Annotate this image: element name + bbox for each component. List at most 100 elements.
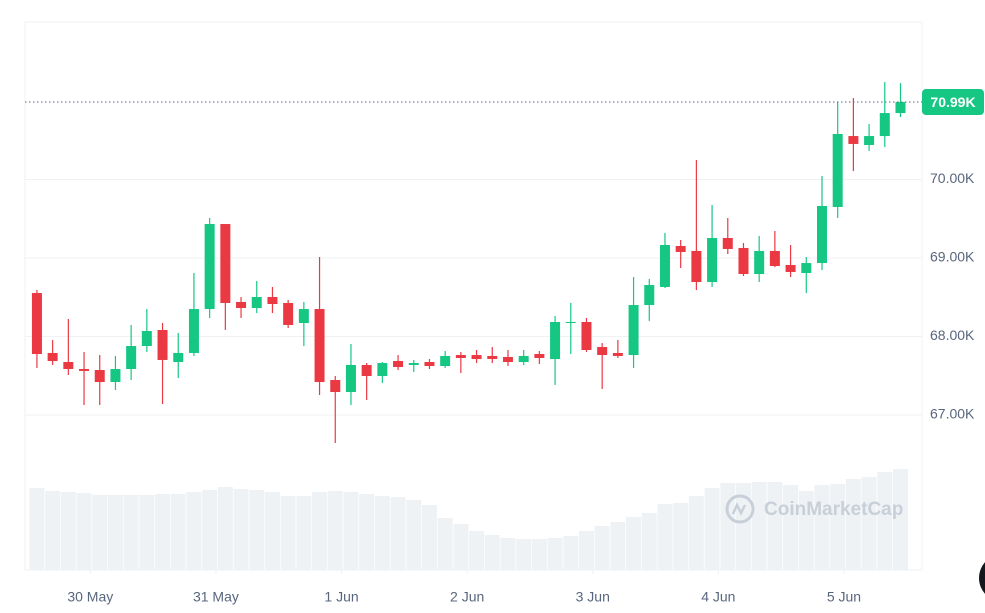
x-tick-label: 4 Jun — [701, 589, 735, 605]
candle-body — [126, 345, 137, 369]
volume-bar — [170, 494, 186, 570]
volume-bar — [469, 531, 485, 570]
candle-body — [581, 321, 592, 350]
candle-body — [188, 309, 199, 353]
volume-bar — [751, 482, 767, 570]
volume-bar — [783, 485, 799, 570]
candle-body — [283, 302, 294, 325]
grid-layer — [25, 179, 922, 416]
candle-body — [848, 136, 859, 144]
candle-body — [94, 370, 105, 383]
candle-body — [550, 321, 561, 360]
volume-bar — [516, 539, 532, 570]
candle-body — [612, 352, 623, 356]
volume-bar — [735, 483, 751, 570]
y-tick-label: 67.00K — [930, 406, 975, 422]
candle-body — [220, 224, 231, 303]
candle-body — [173, 352, 184, 363]
volume-bar — [892, 469, 908, 570]
volume-bar — [280, 496, 296, 570]
candle-body — [440, 355, 451, 367]
volume-bar — [45, 491, 61, 570]
volume-bar — [107, 495, 123, 570]
overlay-layer: 67.00K 68.00K 69.00K 70.00K 30 May 31 May 1 Ju… — [25, 89, 984, 605]
candle-body — [330, 379, 341, 392]
volume-bar — [688, 496, 704, 570]
volume-bar — [217, 487, 233, 570]
candles-layer — [31, 82, 906, 444]
candle-body — [628, 305, 639, 356]
volume-bar — [657, 504, 673, 570]
candle-body — [487, 355, 498, 360]
volume-bar — [312, 492, 328, 570]
volume-bar — [484, 535, 500, 570]
volume-bar — [155, 494, 171, 570]
x-tick-label: 1 Jun — [324, 589, 358, 605]
y-tick-label: 70.00K — [930, 170, 975, 186]
volume-bar — [861, 477, 877, 570]
last-price-badge — [922, 89, 984, 116]
candle-body — [659, 244, 670, 287]
candle-body — [79, 368, 90, 371]
volume-bar — [60, 492, 76, 570]
x-tick-label: 30 May — [67, 589, 113, 605]
volume-bar — [327, 491, 343, 570]
candle-body — [47, 352, 58, 361]
candle-body — [864, 136, 875, 145]
volume-layer — [29, 469, 908, 570]
volume-bar — [767, 482, 783, 570]
corner-button[interactable] — [979, 554, 985, 602]
volume-bar — [186, 492, 202, 570]
volume-bar — [374, 496, 390, 570]
candle-body — [722, 237, 733, 249]
candle-body — [816, 205, 827, 264]
candle-body — [801, 263, 812, 274]
candle-body — [314, 309, 325, 383]
candle-body — [534, 354, 545, 359]
volume-bar — [29, 488, 45, 570]
volume-bar — [233, 489, 249, 570]
volume-bar — [830, 484, 846, 570]
volume-bar — [202, 490, 218, 570]
candle-body — [408, 363, 419, 365]
volume-bar — [123, 495, 139, 570]
volume-bar — [453, 524, 469, 570]
volume-bar — [531, 539, 547, 570]
candle-body — [644, 285, 655, 306]
volume-bar — [76, 493, 92, 570]
volume-bar — [641, 513, 657, 570]
watermark-text: CoinMarketCap — [764, 499, 903, 520]
volume-bar — [406, 500, 422, 570]
x-tick-label: 3 Jun — [576, 589, 610, 605]
candle-body — [63, 362, 74, 369]
candle-body — [691, 250, 702, 283]
candle-body — [110, 368, 121, 383]
candle-body — [832, 134, 843, 207]
volume-bar — [673, 503, 689, 570]
volume-bar — [264, 492, 280, 570]
candle-body — [204, 224, 215, 310]
volume-bar — [877, 472, 893, 570]
volume-bar — [814, 485, 830, 570]
volume-bar — [343, 492, 359, 570]
volume-bar — [563, 536, 579, 570]
y-tick-label: 68.00K — [930, 327, 975, 343]
volume-bar — [390, 497, 406, 570]
volume-bar — [845, 479, 861, 570]
x-tick-label: 2 Jun — [450, 589, 484, 605]
volume-bar — [547, 538, 563, 570]
candle-body — [502, 356, 513, 363]
candle-body — [895, 102, 906, 114]
volume-bar — [720, 483, 736, 570]
candle-body — [455, 355, 466, 359]
candle-body — [738, 247, 749, 275]
candle-body — [267, 297, 278, 305]
candle-body — [471, 355, 482, 360]
x-tick-label: 5 Jun — [827, 589, 861, 605]
candle-body — [565, 321, 576, 323]
volume-bar — [578, 531, 594, 570]
candle-body — [377, 363, 388, 376]
candle-body — [424, 362, 435, 367]
